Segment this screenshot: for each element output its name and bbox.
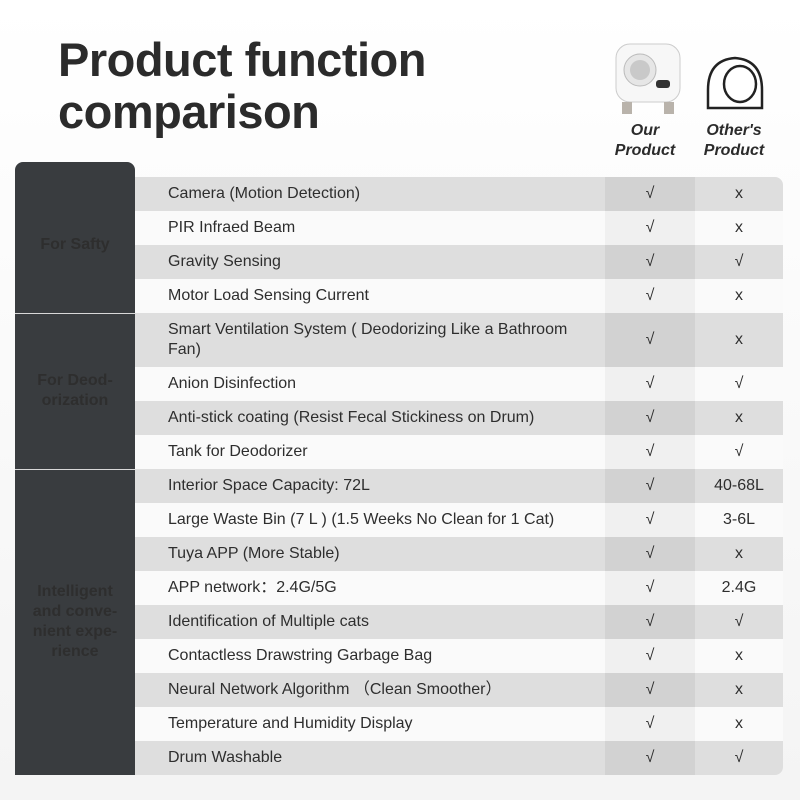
- feature: Tank for Deodorizer: [135, 435, 605, 469]
- other-value: x: [695, 177, 783, 211]
- feature: Identification of Multiple cats: [135, 605, 605, 639]
- table-row: Anti-stick coating (Resist Fecal Stickin…: [15, 401, 783, 435]
- other-product-image: [706, 56, 764, 110]
- other-value: √: [695, 245, 783, 279]
- our-value: √: [605, 503, 695, 537]
- other-value: √: [695, 367, 783, 401]
- column-header: Other's Product: [703, 122, 765, 159]
- table-row: Intelligent and conve- nient expe- rienc…: [15, 468, 783, 775]
- other-value: √: [695, 435, 783, 469]
- table-row: For Deod- orization Smart Ventilation Sys…: [15, 312, 783, 469]
- table-row: APP network：2.4G/5G √ 2.4G: [15, 571, 783, 605]
- feature: APP network：2.4G/5G: [135, 571, 605, 605]
- table-row: Identification of Multiple cats √ √: [15, 605, 783, 639]
- other-value: x: [695, 707, 783, 741]
- other-value: x: [695, 401, 783, 435]
- column-header: Our Product: [614, 122, 676, 159]
- our-value: √: [605, 435, 695, 469]
- our-value: √: [605, 673, 695, 707]
- feature: Motor Load Sensing Current: [135, 279, 605, 313]
- comparison-table: For Safty Camera (Motion Detection) √ x PIR …: [15, 177, 783, 775]
- other-value: 2.4G: [695, 571, 783, 605]
- feature: Large Waste Bin (7 L ) (1.5 Weeks No Cle…: [135, 503, 605, 537]
- our-product-image: [615, 43, 681, 114]
- other-value: x: [695, 313, 783, 367]
- other-value: 3-6L: [695, 503, 783, 537]
- other-value: x: [695, 673, 783, 707]
- feature: Anion Disinfection: [135, 367, 605, 401]
- other-value: √: [695, 741, 783, 775]
- feature: Drum Washable: [135, 741, 605, 775]
- title: Product function comparison: [58, 33, 426, 138]
- group-label: For Safty: [15, 177, 135, 313]
- our-value: √: [605, 177, 695, 211]
- other-value: x: [695, 279, 783, 313]
- feature: Contactless Drawstring Garbage Bag: [135, 639, 605, 673]
- table-row: For Safty Camera (Motion Detection) √ x: [15, 177, 783, 313]
- table-row: Contactless Drawstring Garbage Bag √ x: [15, 639, 783, 673]
- table-row: Temperature and Humidity Display √ x: [15, 707, 783, 741]
- feature: Smart Ventilation System ( Deodorizing L…: [135, 313, 605, 367]
- our-value: √: [605, 537, 695, 571]
- group-label: For Deod- orization: [15, 312, 135, 469]
- table-row: Tuya APP (More Stable) √ x: [15, 537, 783, 571]
- feature: Camera (Motion Detection): [135, 177, 605, 211]
- our-value: √: [605, 367, 695, 401]
- feature: Interior Space Capacity: 72L: [135, 469, 605, 503]
- our-value: √: [605, 211, 695, 245]
- feature: Temperature and Humidity Display: [135, 707, 605, 741]
- feature: Tuya APP (More Stable): [135, 537, 605, 571]
- other-value: x: [695, 211, 783, 245]
- our-value: √: [605, 639, 695, 673]
- feature: Gravity Sensing: [135, 245, 605, 279]
- our-value: √: [605, 313, 695, 367]
- feature: Anti-stick coating (Resist Fecal Stickin…: [135, 401, 605, 435]
- table-row: Neural Network Algorithm （Clean Smoother…: [15, 673, 783, 707]
- other-value: x: [695, 639, 783, 673]
- table-row: PIR Infraed Beam √ x: [15, 211, 783, 245]
- our-value: √: [605, 605, 695, 639]
- other-value: 40-68L: [695, 469, 783, 503]
- table-row: Gravity Sensing √ √: [15, 245, 783, 279]
- table-row: Motor Load Sensing Current √ x: [15, 279, 783, 313]
- our-value: √: [605, 571, 695, 605]
- our-value: √: [605, 245, 695, 279]
- table-row: Tank for Deodorizer √ √: [15, 435, 783, 469]
- our-value: √: [605, 401, 695, 435]
- our-value: √: [605, 279, 695, 313]
- table-row: Large Waste Bin (7 L ) (1.5 Weeks No Cle…: [15, 503, 783, 537]
- feature: Neural Network Algorithm （Clean Smoother…: [135, 673, 605, 707]
- our-value: √: [605, 741, 695, 775]
- feature: PIR Infraed Beam: [135, 211, 605, 245]
- other-value: x: [695, 537, 783, 571]
- other-value: √: [695, 605, 783, 639]
- our-value: √: [605, 707, 695, 741]
- our-value: √: [605, 469, 695, 503]
- table-row: Drum Washable √ √: [15, 741, 783, 775]
- table-row: Anion Disinfection √ √: [15, 367, 783, 401]
- group-label: Intelligent and conve- nient expe- rienc…: [15, 468, 135, 775]
